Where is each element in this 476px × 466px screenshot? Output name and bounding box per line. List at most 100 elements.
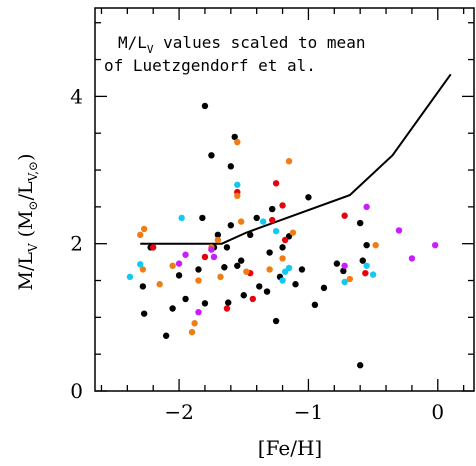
x-tick-label: 0: [431, 400, 444, 424]
data-point-black: [195, 266, 202, 273]
data-point-orange: [234, 138, 241, 146]
data-point-orange: [139, 266, 147, 273]
data-point-cyan: [285, 264, 293, 272]
data-point-black: [298, 266, 306, 273]
tick-labels: −2 −1 0 0 2 4: [70, 84, 444, 424]
data-point-black: [227, 163, 235, 170]
data-point-cyan: [178, 214, 185, 222]
data-point-orange: [285, 158, 293, 165]
data-point-orange: [188, 328, 196, 336]
data-point-magenta: [208, 246, 215, 253]
data-point-orange: [346, 275, 354, 283]
y-tick-label: 2: [70, 232, 83, 256]
data-point-black: [237, 257, 245, 264]
data-point-black: [311, 301, 319, 309]
data-point-magenta: [195, 308, 202, 316]
data-point-black: [340, 267, 347, 275]
data-point-black: [140, 310, 148, 317]
data-point-orange: [140, 225, 148, 233]
data-point-orange: [266, 266, 273, 273]
data-point-cyan: [272, 227, 280, 235]
data-point-black: [208, 152, 215, 159]
data-point-orange: [195, 277, 202, 284]
data-point-orange: [289, 229, 297, 236]
data-point-cyan: [126, 273, 134, 281]
data-point-orange: [156, 281, 163, 288]
data-point-orange: [237, 218, 245, 225]
data-point-black: [292, 281, 299, 288]
data-point-black: [201, 300, 209, 307]
x-tick-label: −2: [164, 400, 193, 424]
data-point-magenta: [182, 251, 189, 258]
data-point-black: [272, 317, 280, 325]
x-tick-label: −1: [294, 400, 323, 424]
data-point-black: [223, 244, 231, 251]
data-point-red: [223, 305, 231, 312]
plot-border: [94, 7, 475, 392]
data-point-orange: [217, 273, 224, 281]
data-point-black: [363, 241, 370, 249]
plot-frame: [94, 7, 475, 392]
data-point-red: [272, 180, 280, 187]
data-point-red: [279, 202, 286, 209]
data-point-black: [182, 295, 189, 303]
data-point-black: [214, 231, 222, 239]
data-point-orange: [214, 236, 222, 244]
data-point-black: [162, 332, 170, 339]
chart-annotation-line2: of Luetzgendorf et al.: [104, 56, 316, 75]
data-point-red: [201, 253, 209, 261]
data-point-black: [227, 222, 235, 229]
data-point-black: [359, 257, 366, 264]
data-point-black: [320, 284, 328, 292]
data-point-red: [269, 216, 276, 224]
data-point-orange: [243, 268, 250, 275]
data-point-magenta: [408, 255, 416, 262]
model-line-group: [140, 73, 452, 245]
data-point-magenta: [210, 253, 218, 261]
chart-annotation-line1: M/LV values scaled to mean: [118, 33, 365, 56]
data-point-orange: [137, 231, 144, 239]
data-point-black: [175, 272, 183, 279]
data-point-cyan: [341, 278, 348, 286]
data-point-black: [356, 219, 364, 227]
data-point-black: [201, 102, 209, 110]
data-point-magenta: [341, 262, 348, 269]
scatter-points: [126, 102, 439, 369]
data-point-red: [249, 295, 257, 303]
data-point-black: [333, 260, 341, 267]
data-point-black: [221, 264, 228, 271]
data-point-black: [305, 194, 312, 201]
data-point-orange: [169, 262, 176, 269]
data-point-red: [150, 244, 157, 251]
data-point-black: [199, 214, 206, 222]
data-point-red: [362, 269, 369, 277]
data-point-cyan: [259, 218, 267, 225]
y-tick-label: 0: [70, 379, 83, 403]
data-point-black: [253, 214, 260, 222]
data-point-red: [341, 212, 348, 219]
data-point-orange: [191, 320, 198, 327]
y-tick-label: 4: [70, 84, 83, 108]
data-point-orange: [234, 192, 241, 200]
data-point-orange: [372, 241, 379, 249]
data-point-magenta: [395, 227, 403, 234]
data-point-black: [269, 205, 276, 213]
data-point-red: [281, 236, 289, 244]
y-axis-label: M/LV (M⊙/LV,⊙): [15, 153, 40, 290]
data-point-black: [240, 292, 247, 299]
data-point-black: [263, 288, 271, 295]
data-point-orange: [279, 255, 286, 262]
data-point-cyan: [279, 277, 286, 284]
data-point-black: [356, 362, 364, 369]
data-point-magenta: [431, 241, 439, 249]
data-point-cyan: [234, 181, 241, 188]
data-point-magenta: [175, 260, 183, 267]
data-point-cyan: [137, 261, 144, 268]
data-point-black: [256, 283, 263, 290]
data-point-black: [247, 231, 254, 239]
data-point-black: [279, 244, 286, 251]
model-line: [140, 73, 452, 245]
data-point-black: [266, 249, 273, 256]
data-point-cyan: [369, 271, 377, 278]
